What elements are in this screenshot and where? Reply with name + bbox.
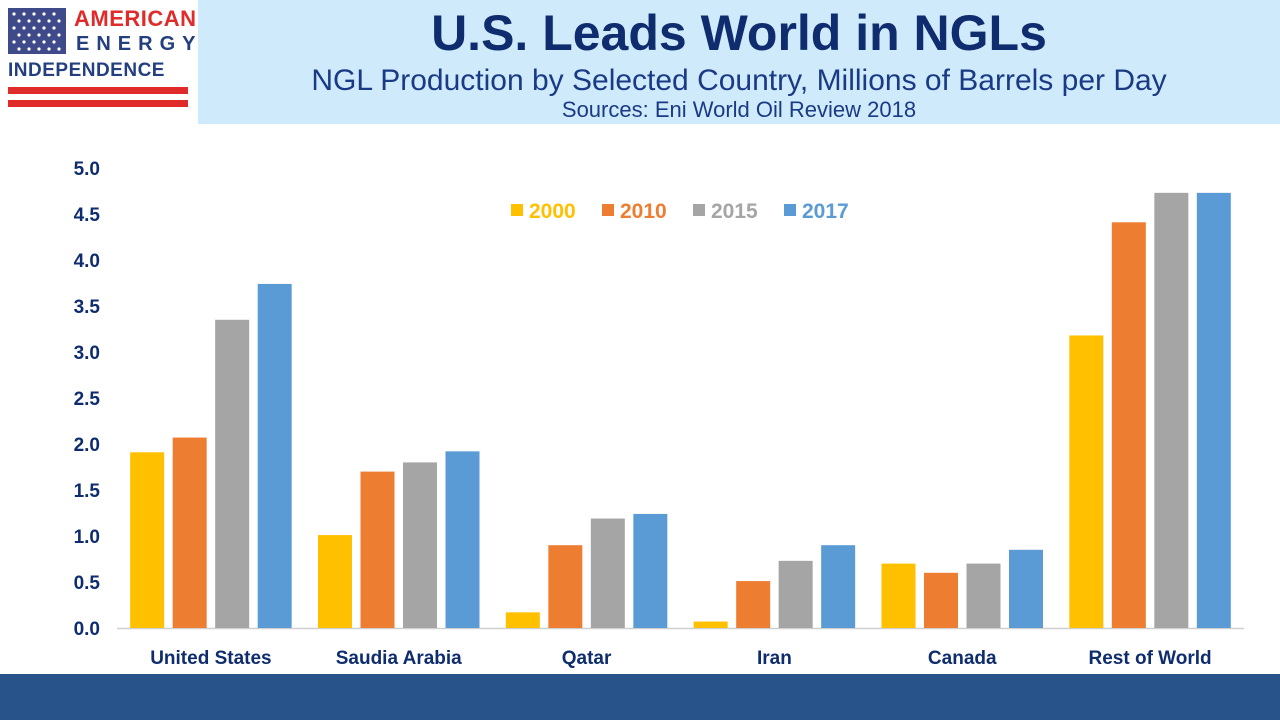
y-tick-label: 3.0: [74, 343, 100, 364]
logo-line-independence: INDEPENDENCE: [8, 60, 165, 81]
footer-bar: [0, 674, 1280, 720]
page-subtitle: NGL Production by Selected Country, Mill…: [311, 64, 1167, 97]
logo-line-american: AMERICAN: [74, 6, 197, 31]
y-tick-label: 4.5: [74, 205, 101, 226]
bar-2000-qatar: [505, 612, 540, 628]
y-tick-label: 0.0: [74, 619, 100, 640]
bar-2000-canada: [881, 563, 916, 628]
legend-label-2010: 2010: [620, 200, 667, 223]
bar-2015-united-states: [215, 319, 250, 628]
x-tick-label: Saudia Arabia: [336, 648, 462, 669]
bar-2000-united-states: [130, 452, 165, 628]
bar-2017-saudia-arabia: [445, 451, 480, 628]
flag-icon: [8, 8, 66, 54]
bar-2010-saudia-arabia: [360, 471, 395, 628]
x-tick-label: Rest of World: [1089, 648, 1212, 669]
x-tick-label: Qatar: [562, 648, 612, 669]
y-tick-label: 4.0: [74, 251, 100, 272]
bar-2015-iran: [778, 560, 813, 628]
bar-2010-rest-of-world: [1111, 222, 1146, 628]
legend-label-2015: 2015: [711, 200, 758, 223]
legend-label-2017: 2017: [802, 200, 849, 223]
x-tick-label: Iran: [757, 648, 792, 669]
legend-swatch-2000: [511, 204, 523, 216]
bar-2017-qatar: [633, 513, 668, 628]
source-note: Sources: Eni World Oil Review 2018: [561, 97, 917, 122]
x-tick-label: United States: [150, 648, 271, 669]
legend-label-2000: 2000: [529, 200, 576, 223]
bar-2010-canada: [924, 572, 958, 628]
bar-2017-rest-of-world: [1196, 192, 1231, 628]
bar-2010-qatar: [548, 545, 583, 628]
bar-2015-saudia-arabia: [403, 462, 437, 628]
y-tick-label: 2.5: [74, 389, 101, 410]
bar-2017-united-states: [257, 283, 292, 628]
y-tick-label: 3.5: [74, 297, 101, 318]
bar-2000-rest-of-world: [1069, 335, 1104, 628]
y-tick-label: 0.5: [74, 573, 101, 594]
bar-2015-qatar: [590, 518, 625, 628]
legend-swatch-2017: [784, 204, 796, 216]
bar-chart: 0.0 0.5 1.0 1.5 2.0 2.5 3.0 3.5 4.0 4.5 5.0 United …: [74, 159, 1244, 669]
bar-2015-rest-of-world: [1154, 192, 1189, 628]
bar-2010-iran: [736, 581, 771, 628]
page-title: U.S. Leads World in NGLs: [431, 5, 1047, 61]
bar-2015-canada: [966, 563, 1001, 628]
bar-2000-iran: [693, 621, 728, 628]
legend-swatch-2010: [602, 204, 614, 216]
bar-2010-united-states: [172, 437, 207, 628]
y-tick-label: 2.0: [74, 435, 100, 456]
bar-2017-iran: [821, 545, 856, 628]
bar-2000-saudia-arabia: [318, 535, 352, 628]
header-banner: U.S. Leads World in NGLs NGL Production …: [198, 0, 1280, 124]
legend-swatch-2015: [693, 204, 705, 216]
logo-stripe: [8, 87, 188, 94]
bar-2017-canada: [1009, 549, 1043, 628]
y-tick-label: 1.5: [74, 481, 101, 502]
logo-stripe: [8, 100, 188, 107]
logo-line-energy: ENERGY: [76, 33, 203, 55]
x-tick-label: Canada: [928, 648, 997, 669]
logo: AMERICAN ENERGY INDEPENDENCE: [0, 0, 198, 124]
y-tick-label: 1.0: [74, 527, 100, 548]
y-tick-label: 5.0: [74, 159, 100, 180]
